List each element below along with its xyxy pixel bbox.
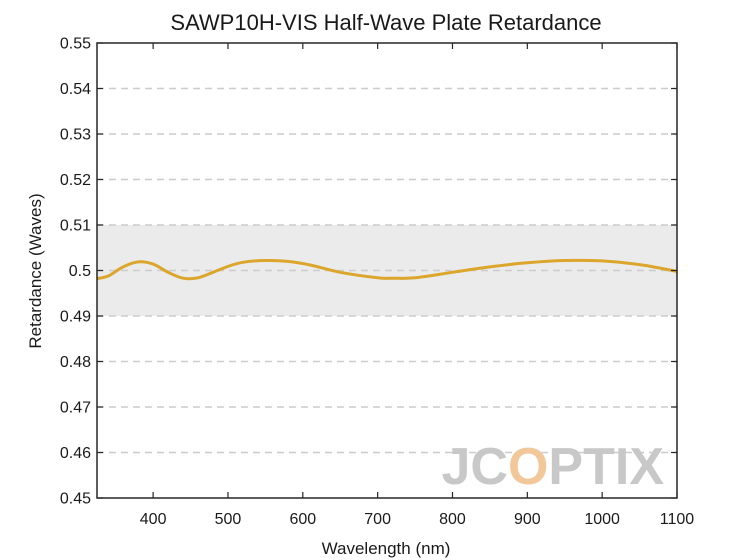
y-axis-label: Retardance (Waves) <box>26 193 45 348</box>
y-tick-label: 0.55 <box>60 36 91 53</box>
x-tick-label: 500 <box>215 511 242 528</box>
x-tick-label: 1100 <box>660 511 695 528</box>
y-tick-label: 0.48 <box>60 354 91 371</box>
chart-title: SAWP10H-VIS Half-Wave Plate Retardance <box>170 10 601 35</box>
y-tick-label: 0.49 <box>60 309 91 326</box>
y-tick-label: 0.45 <box>60 491 91 508</box>
x-tick-label: 400 <box>140 511 167 528</box>
x-tick-label: 900 <box>514 511 541 528</box>
y-tick-label: 0.52 <box>60 172 91 189</box>
y-tick-label: 0.51 <box>60 218 91 235</box>
y-tick-label: 0.47 <box>60 400 91 417</box>
x-tick-label: 1000 <box>584 511 620 528</box>
plot-area: 0.45 0.46 0.47 0.48 0.49 0.5 0.51 0.52 0.53 0.54 0… <box>60 36 694 529</box>
y-tick-label: 0.5 <box>69 263 91 280</box>
x-axis-label: Wavelength (nm) <box>322 539 451 558</box>
retardance-line <box>96 258 678 281</box>
y-tick-label: 0.46 <box>60 445 91 462</box>
jcoptix-watermark: JCOPTIX <box>441 438 664 496</box>
y-tick-label: 0.54 <box>60 81 91 98</box>
x-tick-label: 700 <box>364 511 391 528</box>
y-tick-label: 0.53 <box>60 127 91 144</box>
x-tick-label: 600 <box>289 511 316 528</box>
watermark-logo: JCOPTIX <box>441 438 664 496</box>
x-tick-label: 800 <box>439 511 466 528</box>
